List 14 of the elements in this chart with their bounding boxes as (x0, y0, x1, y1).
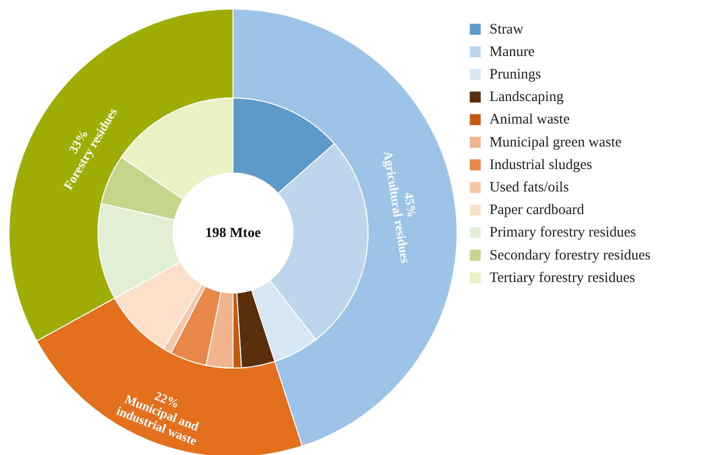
text: 198 Mtoe (205, 226, 261, 241)
legend-label: Animal waste (490, 112, 570, 128)
legend-label: Used fats/oils (490, 179, 570, 196)
legend-label: Municipal green waste (490, 134, 622, 150)
legend-label: Industrial sludges (490, 156, 593, 173)
legend-label: Primary forestry residues (490, 224, 636, 241)
legend-label: Prunings (490, 66, 542, 82)
legend-label: Manure (490, 44, 535, 60)
legend-label: Landscaping (490, 89, 564, 106)
legend-label: Secondary forestry residues (490, 247, 651, 264)
legend-label: Tertiary forestry residues (490, 270, 636, 286)
data-label: 45% (401, 191, 420, 218)
legend-label: Paper cardboard (490, 202, 585, 218)
legend-label: Straw (490, 21, 524, 38)
